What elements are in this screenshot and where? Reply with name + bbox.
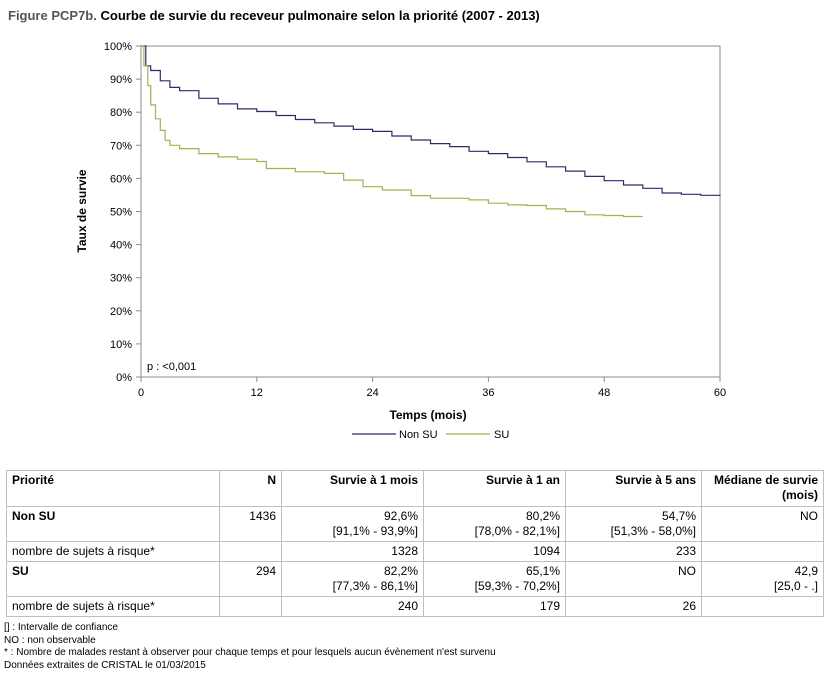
value: 54,7%: [661, 509, 696, 523]
x-tick-label: 48: [598, 387, 610, 399]
cell-risk-5-ans: 26: [565, 596, 702, 617]
cell-mediane: NO: [701, 506, 824, 542]
figure-title: Figure PCP7b. Courbe de survie du receve…: [8, 8, 540, 23]
cell-risk-label: nombre de sujets à risque*: [6, 596, 220, 617]
y-tick-label: 70%: [110, 140, 132, 152]
header-survie-5-ans: Survie à 5 ans: [565, 470, 702, 507]
plot-frame: [140, 45, 721, 378]
header-mediane: Médiane de survie (mois): [701, 470, 824, 507]
confidence-interval: [77,3% - 86,1%]: [332, 579, 418, 593]
legend-label-su: SU: [494, 429, 509, 441]
footnote: Données extraites de CRISTAL le 01/03/20…: [4, 659, 206, 671]
y-tick-label: 100%: [104, 41, 132, 53]
survival-chart: 0% 10% 20% 30% 40% 50% 60% 70% 80% 90% 100% 0 12 24 36…: [75, 41, 726, 441]
x-tick-label: 0: [138, 387, 144, 399]
cell-n: 294: [219, 561, 282, 597]
cell-risk-5-ans: 233: [565, 541, 702, 562]
axis-ticks: 0% 10% 20% 30% 40% 50% 60% 70% 80% 90% 100% 0 12 24 36…: [104, 41, 726, 399]
legend-label-non-su: Non SU: [399, 429, 438, 441]
cell-survie-5-ans: NO: [565, 561, 702, 597]
cell-survie-1-an: 65,1% [59,3% - 70,2%]: [423, 561, 566, 597]
footnote: * : Nombre de malades restant à observer…: [4, 647, 496, 658]
table-row-su: SU 294 82,2% [77,3% - 86,1%] 65,1% [59,3% …: [6, 561, 824, 597]
cell-risk-1-an: 179: [423, 596, 566, 617]
cell-survie-1-mois: 92,6% [91,1% - 93,9%]: [281, 506, 424, 542]
table-row-non-su: Non SU 1436 92,6% [91,1% - 93,9%] 80,2% [7…: [6, 506, 824, 542]
y-tick-label: 60%: [110, 173, 132, 185]
series-line-su: [141, 45, 643, 218]
confidence-interval: [25,0 - .]: [773, 579, 818, 593]
cell-risk-1-an: 1094: [423, 541, 566, 562]
y-tick-label: 40%: [110, 240, 132, 252]
series-line-non-su: [141, 45, 721, 196]
value: 65,1%: [525, 564, 560, 578]
figure-title-text: Courbe de survie du receveur pulmonaire …: [100, 8, 540, 23]
confidence-interval: [91,1% - 93,9%]: [332, 524, 418, 538]
value: 42,9: [794, 564, 818, 578]
cell-survie-1-an: 80,2% [78,0% - 82,1%]: [423, 506, 566, 542]
header-n: N: [219, 470, 282, 507]
survival-table: Priorité N Survie à 1 mois Survie à 1 an…: [6, 470, 824, 617]
cell-risk-1-mois: 240: [281, 596, 424, 617]
y-axis-label: Taux de survie: [75, 169, 89, 252]
figure-label: Figure PCP7b.: [8, 8, 97, 23]
cell-n: 1436: [219, 506, 282, 542]
cell-group-name: Non SU: [6, 506, 220, 542]
value: NO: [678, 564, 696, 578]
cell-group-name: SU: [6, 561, 220, 597]
confidence-interval: [78,0% - 82,1%]: [474, 524, 560, 538]
y-tick-label: 30%: [110, 273, 132, 285]
y-tick-label: 90%: [110, 74, 132, 86]
x-tick-label: 36: [482, 387, 494, 399]
y-tick-label: 50%: [110, 207, 132, 219]
cell-survie-5-ans: 54,7% [51,3% - 58,0%]: [565, 506, 702, 542]
footnote: NO : non observable: [4, 634, 96, 646]
value: NO: [800, 509, 818, 523]
header-priorite: Priorité: [6, 470, 220, 507]
table-row-risk-su: nombre de sujets à risque* 240 179 26: [6, 596, 824, 617]
series-lines: [141, 45, 721, 218]
x-axis-label: Temps (mois): [389, 408, 466, 422]
header-survie-1-an: Survie à 1 an: [423, 470, 566, 507]
y-tick-label: 0%: [116, 372, 132, 384]
p-value-annotation: p : <0,001: [147, 361, 196, 373]
header-survie-1-mois: Survie à 1 mois: [281, 470, 424, 507]
value: 80,2%: [525, 509, 560, 523]
table-header-row: Priorité N Survie à 1 mois Survie à 1 an…: [6, 470, 824, 507]
cell-survie-1-mois: 82,2% [77,3% - 86,1%]: [281, 561, 424, 597]
footnote: [] : Intervalle de confiance: [4, 622, 118, 633]
legend: Non SU SU: [352, 429, 509, 441]
cell-empty: [701, 596, 824, 617]
value: 92,6%: [383, 509, 418, 523]
x-tick-label: 60: [714, 387, 726, 399]
value: 82,2%: [383, 564, 418, 578]
x-tick-label: 24: [366, 387, 378, 399]
cell-risk-1-mois: 1328: [281, 541, 424, 562]
cell-empty: [701, 541, 824, 562]
footnotes: [] : Intervalle de confiance NO : non ob…: [4, 622, 496, 672]
cell-mediane: 42,9 [25,0 - .]: [701, 561, 824, 597]
y-tick-label: 80%: [110, 107, 132, 119]
y-tick-label: 20%: [110, 306, 132, 318]
x-tick-label: 12: [251, 387, 263, 399]
cell-empty: [219, 541, 282, 562]
confidence-interval: [51,3% - 58,0%]: [610, 524, 696, 538]
cell-risk-label: nombre de sujets à risque*: [6, 541, 220, 562]
cell-empty: [219, 596, 282, 617]
table-row-risk-non-su: nombre de sujets à risque* 1328 1094 233: [6, 541, 824, 562]
y-tick-label: 10%: [110, 339, 132, 351]
confidence-interval: [59,3% - 70,2%]: [474, 579, 560, 593]
